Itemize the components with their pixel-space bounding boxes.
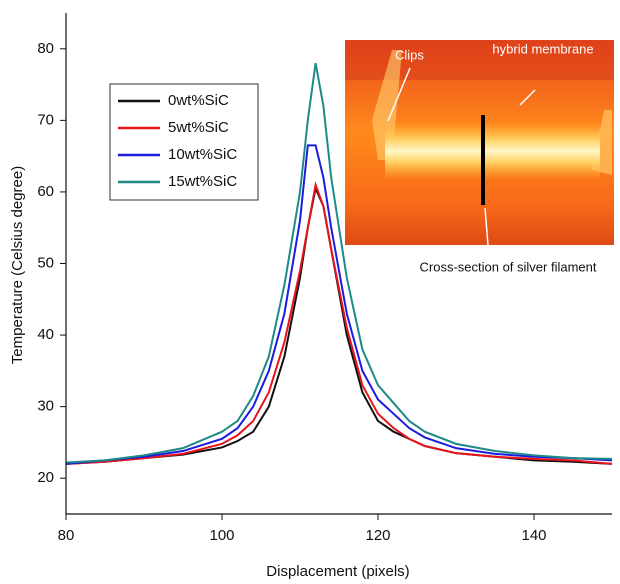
x-tick-label: 80 (58, 527, 75, 544)
series-line (65, 144, 613, 465)
thermal-image (345, 40, 614, 246)
y-tick-label: 70 (37, 111, 54, 128)
y-tick-label: 30 (37, 398, 54, 415)
x-tick-label: 140 (521, 527, 546, 544)
series-line (65, 62, 613, 464)
y-tick-label: 50 (37, 254, 54, 271)
y-axis-label: Temperature (Celsius degree) (9, 166, 26, 364)
annotation: Cross-section of silver filament (420, 259, 597, 274)
series-line (65, 180, 613, 465)
annotation: hybrid membrane (492, 41, 593, 56)
x-tick-label: 100 (209, 527, 234, 544)
y-tick-label: 40 (37, 326, 54, 343)
legend-label: 10wt%SiC (168, 146, 237, 163)
x-tick-label: 120 (365, 527, 390, 544)
legend-label: 5wt%SiC (168, 119, 229, 136)
y-tick-label: 20 (37, 469, 54, 486)
y-tick-label: 60 (37, 183, 54, 200)
y-tick-label: 80 (37, 40, 54, 57)
annotation: Clips (395, 47, 424, 62)
legend-label: 15wt%SiC (168, 173, 237, 190)
legend (109, 83, 259, 201)
legend-label: 0wt%SiC (168, 92, 229, 109)
x-axis-label: Displacement (pixels) (266, 563, 409, 580)
annotation: Nano-SiC/TPU (500, 21, 586, 36)
